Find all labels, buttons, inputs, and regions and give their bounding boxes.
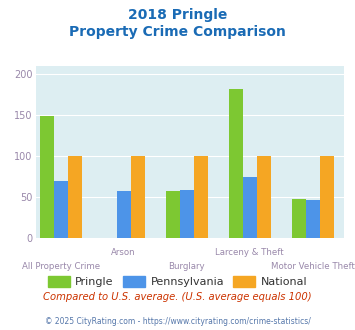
- Bar: [243, 177, 257, 238]
- Bar: [320, 156, 334, 238]
- Bar: [180, 190, 194, 238]
- Bar: [40, 116, 54, 238]
- Text: All Property Crime: All Property Crime: [22, 262, 100, 271]
- Text: Burglary: Burglary: [169, 262, 205, 271]
- Bar: [194, 156, 208, 238]
- Text: Arson: Arson: [111, 248, 136, 257]
- Bar: [292, 199, 306, 238]
- Bar: [306, 200, 320, 238]
- Bar: [257, 156, 271, 238]
- Bar: [54, 181, 68, 238]
- Text: © 2025 CityRating.com - https://www.cityrating.com/crime-statistics/: © 2025 CityRating.com - https://www.city…: [45, 317, 310, 326]
- Bar: [131, 156, 144, 238]
- Text: Compared to U.S. average. (U.S. average equals 100): Compared to U.S. average. (U.S. average …: [43, 292, 312, 302]
- Bar: [117, 191, 131, 238]
- Legend: Pringle, Pennsylvania, National: Pringle, Pennsylvania, National: [43, 271, 312, 291]
- Text: Motor Vehicle Theft: Motor Vehicle Theft: [271, 262, 355, 271]
- Text: Property Crime Comparison: Property Crime Comparison: [69, 25, 286, 39]
- Text: 2018 Pringle: 2018 Pringle: [128, 8, 227, 22]
- Bar: [68, 156, 82, 238]
- Text: Larceny & Theft: Larceny & Theft: [215, 248, 284, 257]
- Bar: [166, 191, 180, 238]
- Bar: [229, 89, 243, 238]
